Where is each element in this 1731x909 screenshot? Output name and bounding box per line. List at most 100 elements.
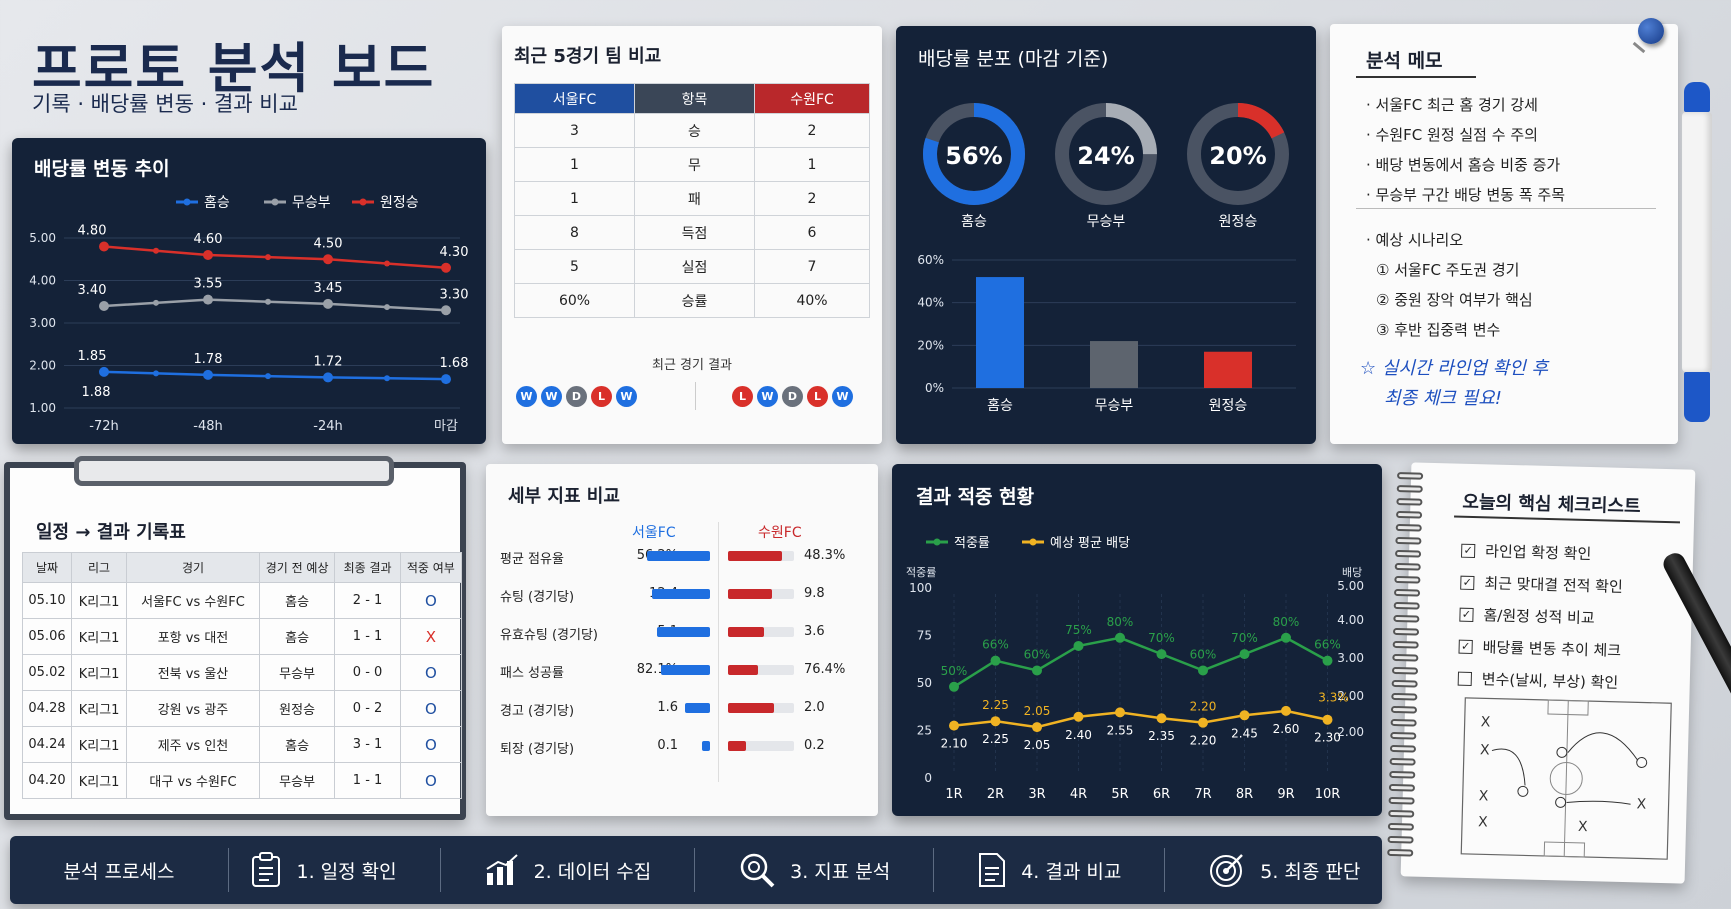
table-cell: 04.28: [22, 690, 72, 727]
x-tick-label: 10R: [1315, 787, 1341, 802]
clipboard-clip: [74, 456, 394, 486]
table-cell: 5: [514, 249, 635, 284]
spiral-ring: [1395, 536, 1422, 545]
stat-home-bar: [647, 551, 710, 561]
table-cell: 홈승: [258, 582, 336, 619]
legend-marker: [1029, 538, 1037, 546]
memo-scenarios: · 예상 시나리오 ① 서울FC 주도권 경기 ② 중원 장악 여부가 핵심 ③…: [1366, 229, 1533, 349]
spiral-ring: [1390, 718, 1417, 727]
process-step[interactable]: 1. 일정 확인: [250, 852, 397, 888]
checklist-title: 오늘의 핵심 체크리스트: [1462, 491, 1641, 518]
stat-away-bar: [728, 665, 758, 675]
process-step[interactable]: 3. 지표 분석: [738, 851, 890, 889]
data-label: 2.60: [1273, 722, 1300, 736]
data-point: [1032, 722, 1042, 733]
data-point: [1032, 665, 1042, 676]
process-step[interactable]: 2. 데이터 수집: [484, 853, 651, 887]
table-cell: 무승부: [258, 762, 336, 799]
data-label: 2.35: [1148, 729, 1175, 743]
table-header: 경기 전 예상: [258, 552, 336, 583]
checkbox-checked-icon[interactable]: ✓: [1460, 575, 1475, 590]
notebook-spiral: [1387, 471, 1424, 863]
detail-home-team: 서울FC: [632, 525, 676, 541]
memo-divider: [1356, 208, 1656, 209]
data-label: 60%: [1024, 647, 1051, 661]
stat-away-bar: [728, 627, 765, 637]
team-away-header: 수원FC: [754, 83, 870, 114]
donut-value: 56%: [945, 142, 1002, 170]
x-tick-label: -48h: [193, 419, 222, 434]
data-point: [203, 294, 213, 305]
checkbox-checked-icon[interactable]: ✓: [1458, 639, 1473, 654]
spiral-ring: [1390, 705, 1418, 714]
checklist-item[interactable]: ✓ 최근 맞대결 전적 확인: [1460, 572, 1623, 597]
data-point: [441, 374, 451, 385]
stat-away-bar: [728, 703, 775, 713]
y-tick-label: 40%: [917, 296, 944, 310]
table-cell: 8: [514, 215, 635, 250]
odds-dist-title: 배당률 분포 (마감 기준): [918, 48, 1109, 70]
process-step[interactable]: 5. 최종 판단: [1208, 851, 1360, 889]
spiral-ring: [1393, 588, 1421, 597]
table-cell: 6: [754, 215, 870, 250]
donut-value: 24%: [1077, 142, 1134, 170]
memo-bullets: · 서울FC 최근 홈 경기 강세 · 수원FC 원정 실점 수 주의 · 배당…: [1366, 94, 1565, 214]
checkbox-empty-icon[interactable]: [1457, 671, 1473, 686]
stat-away-value: 76.4%: [804, 662, 846, 677]
odds-line: [953, 709, 1328, 729]
table-row: 60% 승률 40%: [514, 283, 870, 318]
process-step[interactable]: 4. 결과 비교: [977, 852, 1121, 888]
table-cell: O: [399, 726, 463, 763]
data-label: 66%: [982, 638, 1009, 652]
memo-bullet: · 무승부 구간 배당 변동 폭 주목: [1366, 186, 1565, 204]
memo-bullet: · 배당 변동에서 홈승 비중 증가: [1366, 156, 1561, 174]
data-point: [153, 299, 159, 306]
target-icon: [1208, 851, 1246, 889]
table-header: 날짜: [22, 552, 72, 583]
data-point: [441, 305, 451, 316]
checklist-item-label: 라인업 확정 확인: [1484, 542, 1592, 564]
legend-label: 원정승: [380, 195, 419, 211]
hit-rate-line: [953, 636, 1329, 688]
scenario-item: ② 중원 장악 여부가 핵심: [1376, 291, 1533, 309]
spiral-ring: [1395, 523, 1422, 532]
y-tick-label: 60%: [917, 253, 944, 267]
table-cell: 득점: [634, 215, 755, 250]
team-home-header: 서울FC: [514, 83, 635, 114]
checklist-item[interactable]: ✓ 홈/원정 성적 비교: [1459, 604, 1622, 629]
y-tick-label: 75: [917, 629, 932, 643]
stat-home-value: 1.6: [657, 700, 678, 715]
y2-tick-label: 2.00: [1337, 689, 1364, 703]
table-cell: 1: [514, 181, 635, 216]
stat-away-value: 2.0: [804, 700, 825, 715]
stat-home-value: 0.1: [657, 738, 678, 753]
table-cell: 무승부: [258, 654, 336, 691]
data-label: 50%: [941, 664, 968, 678]
data-point: [990, 655, 1001, 666]
checklist-item[interactable]: 변수(날씨, 부상) 확인: [1457, 668, 1621, 693]
data-label: 2.40: [1065, 728, 1092, 742]
checkbox-checked-icon[interactable]: ✓: [1459, 607, 1474, 622]
table-cell: X: [399, 618, 463, 655]
table-cell: 3 - 1: [334, 726, 401, 763]
process-step-label: 4. 결과 비교: [1021, 860, 1122, 883]
stat-label: 유효슈팅 (경기당): [500, 628, 598, 643]
process-step-label: 1. 일정 확인: [296, 860, 397, 883]
checkbox-checked-icon[interactable]: ✓: [1461, 543, 1476, 558]
checklist-item[interactable]: ✓ 배당률 변동 추이 체크: [1458, 636, 1621, 661]
spiral-ring: [1392, 627, 1420, 636]
table-header: 리그: [70, 552, 128, 583]
table-cell: 대구 vs 수원FC: [126, 762, 260, 799]
table-cell: K리그1: [70, 618, 128, 655]
data-point: [1239, 649, 1250, 660]
data-point: [323, 298, 333, 309]
legend-marker: [933, 538, 941, 546]
table-cell: 7: [754, 249, 870, 284]
y-tick-label: 20%: [917, 338, 944, 352]
table-cell: 0 - 2: [334, 690, 401, 727]
checklist-item[interactable]: ✓ 라인업 확정 확인: [1461, 540, 1624, 565]
data-point: [1198, 665, 1208, 676]
